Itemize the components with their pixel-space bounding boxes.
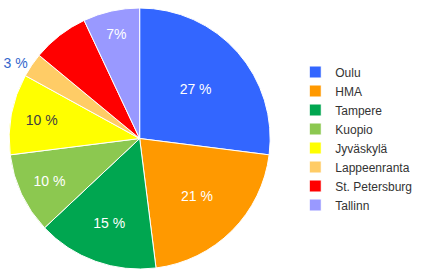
svg-text:27 %: 27 % <box>180 81 212 97</box>
svg-text:10 %: 10 % <box>34 173 66 189</box>
svg-text:7%: 7% <box>106 26 126 42</box>
svg-text:HMA: HMA <box>335 85 362 99</box>
svg-text:St. Petersburg: St. Petersburg <box>335 180 412 194</box>
svg-text:Lappeenranta: Lappeenranta <box>335 161 409 175</box>
svg-text:Jyväskylä: Jyväskylä <box>335 142 387 156</box>
svg-text:15 %: 15 % <box>93 215 125 231</box>
svg-text:Tallinn: Tallinn <box>335 199 369 213</box>
svg-text:3 %: 3 % <box>4 55 28 71</box>
svg-text:21 %: 21 % <box>181 188 213 204</box>
svg-text:10 %: 10 % <box>26 112 58 128</box>
svg-text:Kuopio: Kuopio <box>335 123 373 137</box>
svg-text:Oulu: Oulu <box>335 66 360 80</box>
svg-text:Tampere: Tampere <box>335 104 382 118</box>
